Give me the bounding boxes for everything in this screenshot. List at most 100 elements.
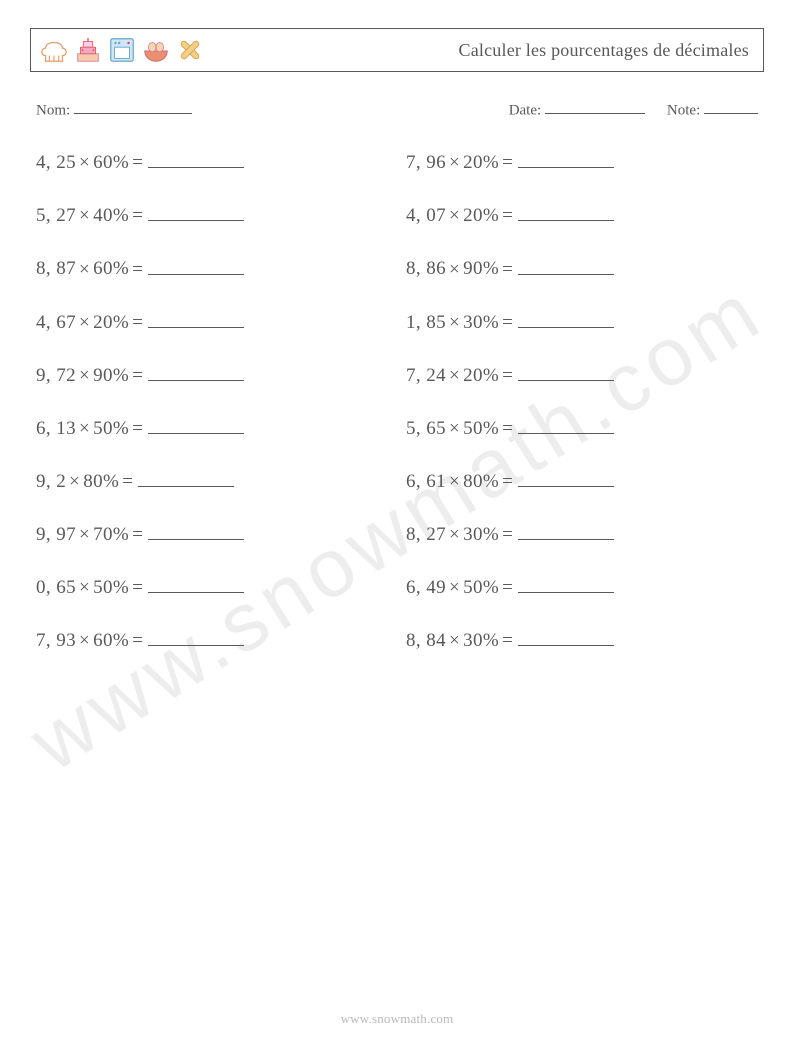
equals: =	[499, 418, 516, 439]
operand-a: 1, 85	[406, 312, 446, 333]
operator: ×	[66, 471, 83, 492]
problem-left-9: 7, 93×60%=	[36, 629, 388, 652]
problem-left-4: 9, 72×90%=	[36, 364, 388, 387]
operand-a: 8, 84	[406, 630, 446, 651]
answer-blank	[148, 151, 244, 168]
operand-b: 30%	[463, 312, 499, 333]
equals: =	[499, 471, 516, 492]
equals: =	[499, 577, 516, 598]
operator: ×	[76, 259, 93, 280]
operand-a: 6, 61	[406, 471, 446, 492]
operand-b: 20%	[463, 365, 499, 386]
equals: =	[119, 471, 136, 492]
chef-hat-icon	[39, 35, 69, 65]
problem-left-6: 9, 2×80%=	[36, 470, 388, 493]
operand-b: 20%	[463, 205, 499, 226]
operand-a: 9, 72	[36, 365, 76, 386]
operator: ×	[76, 577, 93, 598]
name-label: Nom:	[36, 102, 70, 118]
equals: =	[129, 524, 146, 545]
operand-a: 9, 2	[36, 471, 66, 492]
answer-blank	[148, 257, 244, 274]
problem-left-2: 8, 87×60%=	[36, 257, 388, 280]
note-label: Note:	[667, 102, 700, 118]
operator: ×	[446, 577, 463, 598]
equals: =	[499, 365, 516, 386]
date-underline	[545, 100, 645, 114]
operator: ×	[76, 312, 93, 333]
operator: ×	[76, 418, 93, 439]
oven-icon	[107, 35, 137, 65]
date-field: Date:	[509, 100, 645, 119]
equals: =	[499, 259, 516, 280]
footer-url: www.snowmath.com	[0, 1011, 794, 1027]
problem-right-2: 8, 86×90%=	[406, 257, 758, 280]
cake-icon	[73, 35, 103, 65]
worksheet-page: Calculer les pourcentages de décimales N…	[0, 0, 794, 652]
problem-left-7: 9, 97×70%=	[36, 523, 388, 546]
operand-a: 6, 13	[36, 418, 76, 439]
answer-blank	[148, 311, 244, 328]
answer-blank	[148, 629, 244, 646]
problem-right-8: 6, 49×50%=	[406, 576, 758, 599]
worksheet-title: Calculer les pourcentages de décimales	[459, 40, 749, 61]
operand-b: 50%	[463, 577, 499, 598]
operand-b: 80%	[463, 471, 499, 492]
operand-b: 90%	[463, 259, 499, 280]
operand-a: 8, 27	[406, 524, 446, 545]
operator: ×	[446, 418, 463, 439]
problem-right-0: 7, 96×20%=	[406, 151, 758, 174]
operand-a: 4, 07	[406, 205, 446, 226]
answer-blank	[518, 364, 614, 381]
operand-a: 9, 97	[36, 524, 76, 545]
operator: ×	[446, 471, 463, 492]
header-icons	[39, 35, 205, 65]
answer-blank	[148, 204, 244, 221]
operand-b: 30%	[463, 524, 499, 545]
operand-b: 90%	[93, 365, 129, 386]
equals: =	[129, 312, 146, 333]
answer-blank	[518, 470, 614, 487]
answer-blank	[138, 470, 234, 487]
note-underline	[704, 100, 758, 114]
equals: =	[499, 312, 516, 333]
operand-b: 70%	[93, 524, 129, 545]
operand-b: 50%	[93, 577, 129, 598]
equals: =	[129, 418, 146, 439]
answer-blank	[518, 257, 614, 274]
operator: ×	[76, 365, 93, 386]
problem-right-7: 8, 27×30%=	[406, 523, 758, 546]
operator: ×	[76, 630, 93, 651]
equals: =	[499, 524, 516, 545]
operand-b: 50%	[463, 418, 499, 439]
answer-blank	[518, 311, 614, 328]
equals: =	[499, 152, 516, 173]
equals: =	[129, 259, 146, 280]
equals: =	[499, 630, 516, 651]
problem-right-9: 8, 84×30%=	[406, 629, 758, 652]
operand-b: 50%	[93, 418, 129, 439]
answer-blank	[518, 417, 614, 434]
operand-a: 5, 65	[406, 418, 446, 439]
operator: ×	[76, 205, 93, 226]
problem-right-6: 6, 61×80%=	[406, 470, 758, 493]
equals: =	[499, 205, 516, 226]
operand-a: 6, 49	[406, 577, 446, 598]
problem-left-8: 0, 65×50%=	[36, 576, 388, 599]
answer-blank	[518, 151, 614, 168]
operand-a: 8, 87	[36, 259, 76, 280]
operator: ×	[446, 524, 463, 545]
equals: =	[129, 630, 146, 651]
operand-a: 4, 67	[36, 312, 76, 333]
problem-left-1: 5, 27×40%=	[36, 204, 388, 227]
operand-b: 80%	[83, 471, 119, 492]
equals: =	[129, 152, 146, 173]
operator: ×	[446, 259, 463, 280]
operator: ×	[446, 205, 463, 226]
operand-b: 20%	[93, 312, 129, 333]
operand-a: 7, 24	[406, 365, 446, 386]
problem-left-5: 6, 13×50%=	[36, 417, 388, 440]
rolling-pin-icon	[175, 35, 205, 65]
operand-a: 7, 93	[36, 630, 76, 651]
date-label: Date:	[509, 102, 541, 118]
